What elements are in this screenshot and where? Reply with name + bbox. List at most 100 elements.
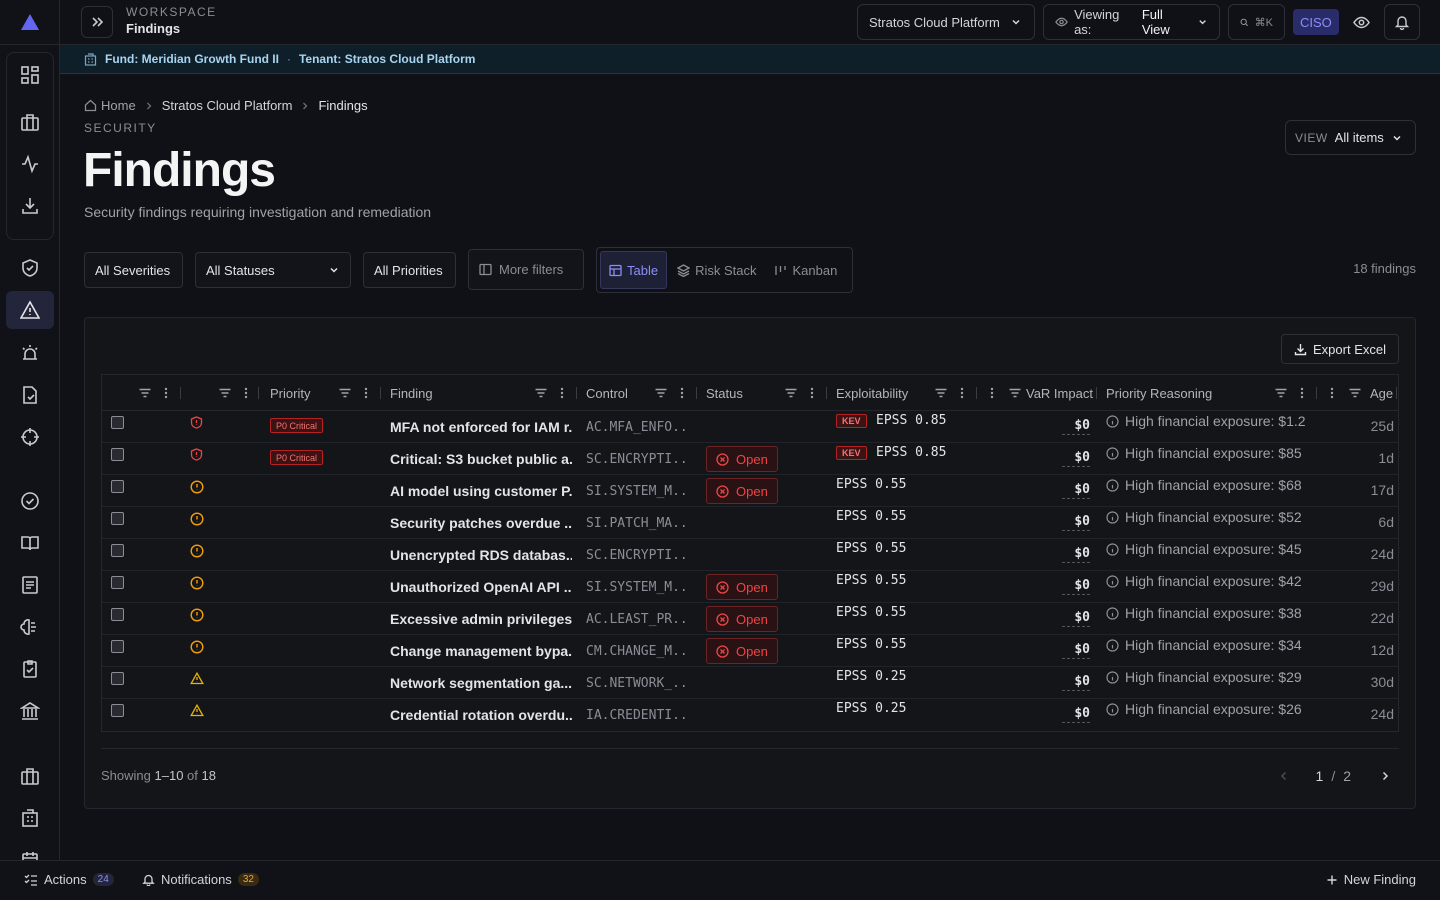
nav-book-icon[interactable] <box>6 524 54 562</box>
priority-reasoning[interactable]: High financial exposure: $1.2 <box>1106 413 1306 429</box>
column-divider[interactable] <box>1396 387 1397 399</box>
column-menu-icon[interactable] <box>1330 386 1334 400</box>
column-filter-icon[interactable] <box>338 386 352 400</box>
table-row[interactable]: Security patches overdue ... SI.PATCH_MA.… <box>102 507 1398 539</box>
expand-sidebar-button[interactable] <box>81 6 113 38</box>
role-badge[interactable]: CISO <box>1293 9 1339 35</box>
nav-download-icon[interactable] <box>6 187 54 225</box>
var-impact-value[interactable]: $0 <box>1062 418 1090 435</box>
column-filter-icon[interactable] <box>1008 386 1022 400</box>
status-filter[interactable]: All Statuses <box>195 252 351 288</box>
column-menu-icon[interactable] <box>164 386 168 400</box>
column-divider[interactable] <box>1096 387 1097 399</box>
nav-findings-icon[interactable] <box>6 291 54 329</box>
priority-filter[interactable]: All Priorities <box>363 252 456 288</box>
nav-building-icon[interactable] <box>6 799 54 837</box>
prev-page-button[interactable] <box>1278 770 1290 782</box>
column-filter-icon[interactable] <box>934 386 948 400</box>
priority-reasoning[interactable]: High financial exposure: $85 <box>1106 445 1302 461</box>
column-divider[interactable] <box>976 387 977 399</box>
nav-portfolio-icon[interactable] <box>6 103 54 141</box>
column-filter-icon[interactable] <box>218 386 232 400</box>
notifications-button[interactable] <box>1384 4 1420 40</box>
var-impact-value[interactable]: $0 <box>1062 450 1090 467</box>
var-impact-value[interactable]: $0 <box>1062 706 1090 723</box>
row-checkbox[interactable] <box>111 512 124 525</box>
table-row[interactable]: AI model using customer P... SI.SYSTEM_M.… <box>102 475 1398 507</box>
finding-title[interactable]: MFA not enforced for IAM r... <box>390 419 572 435</box>
column-divider[interactable] <box>1316 387 1317 399</box>
row-checkbox[interactable] <box>111 544 124 557</box>
next-page-button[interactable] <box>1379 770 1391 782</box>
nav-notes-icon[interactable] <box>6 566 54 604</box>
severity-filter[interactable]: All Severities <box>84 252 183 288</box>
column-divider[interactable] <box>258 387 259 399</box>
column-filter-icon[interactable] <box>1274 386 1288 400</box>
priority-reasoning[interactable]: High financial exposure: $42 <box>1106 573 1302 589</box>
row-checkbox[interactable] <box>111 672 124 685</box>
column-filter-icon[interactable] <box>534 386 548 400</box>
finding-title[interactable]: Unencrypted RDS databas... <box>390 547 572 563</box>
row-checkbox[interactable] <box>111 480 124 493</box>
finding-title[interactable]: Network segmentation ga... <box>390 675 572 691</box>
finding-title[interactable]: Change management bypa... <box>390 643 572 659</box>
nav-dashboard-icon[interactable] <box>6 56 54 94</box>
column-divider[interactable] <box>826 387 827 399</box>
column-filter-icon[interactable] <box>654 386 668 400</box>
status-badge[interactable]: Open <box>706 638 778 664</box>
finding-title[interactable]: Excessive admin privileges... <box>390 611 572 627</box>
column-status[interactable]: Status <box>706 385 743 401</box>
column-menu-icon[interactable] <box>990 386 994 400</box>
column-divider[interactable] <box>180 387 181 399</box>
breadcrumb-home[interactable]: Home <box>101 98 136 113</box>
table-row[interactable]: Unauthorized OpenAI API ... SI.SYSTEM_M..… <box>102 571 1398 603</box>
row-checkbox[interactable] <box>111 608 124 621</box>
export-excel-button[interactable]: Export Excel <box>1281 334 1399 364</box>
status-badge[interactable]: Open <box>706 606 778 632</box>
table-row[interactable]: Excessive admin privileges... AC.LEAST_PR… <box>102 603 1398 635</box>
priority-reasoning[interactable]: High financial exposure: $29 <box>1106 669 1302 685</box>
nav-alarm-icon[interactable] <box>6 334 54 372</box>
table-row[interactable]: Unencrypted RDS databas... SC.ENCRYPTI...… <box>102 539 1398 571</box>
column-priority[interactable]: Priority <box>270 385 311 401</box>
column-divider[interactable] <box>576 387 577 399</box>
status-badge[interactable]: Open <box>706 478 778 504</box>
column-filter-icon[interactable] <box>784 386 798 400</box>
column-filter-icon[interactable] <box>1348 386 1362 400</box>
priority-reasoning[interactable]: High financial exposure: $34 <box>1106 637 1302 653</box>
tab-kanban[interactable]: Kanban <box>766 251 845 289</box>
nav-briefcase-icon[interactable] <box>6 757 54 795</box>
finding-title[interactable]: Credential rotation overdu... <box>390 707 572 723</box>
nav-document-icon[interactable] <box>6 376 54 414</box>
column-menu-icon[interactable] <box>364 386 368 400</box>
var-impact-value[interactable]: $0 <box>1062 642 1090 659</box>
column-menu-icon[interactable] <box>680 386 684 400</box>
nav-shield-icon[interactable] <box>6 249 54 287</box>
nav-brain-icon[interactable] <box>6 608 54 646</box>
table-row[interactable]: Change management bypa... CM.CHANGE_M... O… <box>102 635 1398 667</box>
column-filter-icon[interactable] <box>138 386 152 400</box>
nav-clipboard-check-icon[interactable] <box>6 650 54 688</box>
var-impact-value[interactable]: $0 <box>1062 578 1090 595</box>
column-var-impact[interactable]: VaR Impact <box>1026 385 1093 401</box>
table-row[interactable]: P0 Critical Critical: S3 bucket public a.… <box>102 443 1398 475</box>
column-age[interactable]: Age <box>1370 385 1394 401</box>
view-select[interactable]: VIEW All items <box>1285 120 1416 155</box>
column-exploitability[interactable]: Exploitability <box>836 385 909 401</box>
column-menu-icon[interactable] <box>1300 386 1304 400</box>
column-menu-icon[interactable] <box>960 386 964 400</box>
var-impact-value[interactable]: $0 <box>1062 610 1090 627</box>
finding-title[interactable]: Unauthorized OpenAI API ... <box>390 579 572 595</box>
row-checkbox[interactable] <box>111 640 124 653</box>
breadcrumb-tenant[interactable]: Stratos Cloud Platform <box>161 98 293 113</box>
priority-reasoning[interactable]: High financial exposure: $26 <box>1106 701 1302 717</box>
priority-reasoning[interactable]: High financial exposure: $52 <box>1106 509 1302 525</box>
status-badge[interactable]: Open <box>706 574 778 600</box>
nav-calendar-icon[interactable] <box>6 841 54 860</box>
row-checkbox[interactable] <box>111 448 124 461</box>
table-row[interactable]: P0 Critical MFA not enforced for IAM r...… <box>102 411 1398 443</box>
search-button[interactable]: ⌘K <box>1228 4 1285 40</box>
nav-activity-icon[interactable] <box>6 145 54 183</box>
column-finding[interactable]: Finding <box>390 385 433 401</box>
var-impact-value[interactable]: $0 <box>1062 674 1090 691</box>
